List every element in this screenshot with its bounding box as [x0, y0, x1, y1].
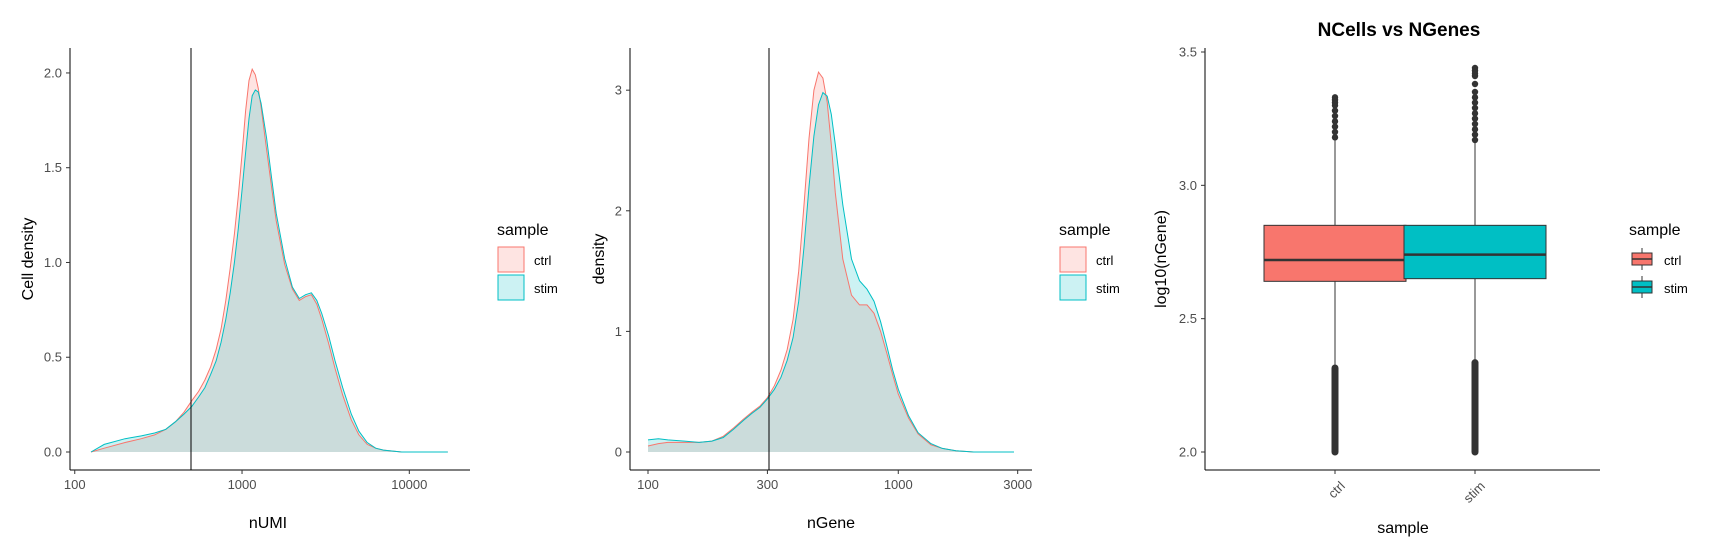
box-stim-outlier — [1471, 99, 1479, 106]
ngene-y-tick-label: 3 — [615, 83, 622, 98]
boxplot-legend: sample ctrl stim — [1629, 222, 1688, 298]
ngene-y-axis-title: density — [591, 234, 608, 285]
numi-x-tick-label: 1000 — [228, 477, 257, 492]
numi-legend-label-stim: stim — [534, 281, 558, 296]
ngene-density-chart: 100 300 1000 3000 0 1 2 3 nGene density sample … — [591, 48, 1120, 532]
boxplot-legend-key-ctrl — [1631, 248, 1653, 270]
ngene-legend-key-stim — [1059, 274, 1087, 301]
box-ctrl-outlier — [1331, 107, 1339, 114]
ngene-y-tick-label: 0 — [615, 445, 622, 460]
ngene-legend-key-ctrl — [1059, 246, 1087, 273]
numi-legend-label-ctrl: ctrl — [534, 253, 551, 268]
boxplot-legend-key-stim — [1631, 276, 1653, 298]
numi-y-tick-label: 0.5 — [44, 350, 62, 365]
numi-legend-key-stim — [497, 274, 525, 301]
box-stim-outlier — [1471, 104, 1479, 112]
numi-legend-key-ctrl — [497, 246, 525, 273]
boxplot-x-tick-label: stim — [1460, 478, 1487, 505]
numi-legend-title: sample — [497, 222, 549, 239]
box-stim-outlier — [1471, 126, 1479, 133]
box-stim-outlier — [1471, 64, 1479, 72]
box-stim-outlier — [1471, 94, 1479, 101]
box-stim-outlier — [1471, 131, 1479, 138]
ngene-legend-label-stim: stim — [1096, 281, 1120, 296]
ngene-legend-label-ctrl: ctrl — [1096, 253, 1113, 268]
ngene-density-area-ctrl — [648, 72, 1014, 452]
ngene-density-series — [647, 70, 1014, 453]
numi-y-tick-label: 2.0 — [44, 65, 62, 80]
boxplot-legend-title: sample — [1629, 222, 1681, 239]
boxplot-y-tick-label: 2.0 — [1179, 445, 1197, 460]
numi-density-line-stim — [90, 89, 448, 453]
boxplot-x-tick-label: ctrl — [1325, 478, 1348, 501]
boxplot-legend-label-stim: stim — [1664, 281, 1688, 296]
ngene-x-tick-label: 1000 — [884, 477, 913, 492]
numi-x-tick-label: 10000 — [391, 477, 427, 492]
box-ctrl-iqr — [1263, 224, 1407, 282]
boxplot-y-axis-title: log10(nGene) — [1153, 210, 1170, 308]
numi-y-tick-label: 1.0 — [44, 255, 62, 270]
numi-density-area-ctrl — [91, 69, 448, 452]
box-stim-outlier — [1471, 110, 1479, 117]
numi-density-chart: 100 1000 10000 0.0 0.5 1.0 1.5 2.0 nUMI Cell de… — [20, 48, 558, 532]
boxplot-y-tick-label: 3.5 — [1179, 45, 1197, 60]
boxplot-y-tick-label: 2.5 — [1179, 311, 1197, 326]
box-ctrl-outlier — [1331, 94, 1339, 101]
numi-legend: sample ctrl stim — [497, 222, 558, 301]
box-ctrl-outlier — [1331, 112, 1339, 120]
ngenes-boxplot-chart: NCells vs NGenes 2.0 2.5 3.0 3.5 ctrl stim sa… — [1153, 20, 1688, 537]
ngene-x-tick-label: 100 — [637, 477, 659, 492]
box-stim — [1403, 64, 1547, 456]
numi-x-axis-title: nUMI — [249, 515, 287, 532]
box-stim-outlier — [1471, 80, 1479, 88]
numi-x-tick-label: 100 — [64, 477, 86, 492]
box-ctrl-outlier — [1331, 128, 1339, 136]
numi-density-line-ctrl — [90, 67, 448, 453]
ngene-x-tick-label: 3000 — [1003, 477, 1032, 492]
boxplot-boxes — [1263, 64, 1547, 456]
box-stim-outlier — [1471, 120, 1479, 128]
ngene-x-axis-title: nGene — [807, 515, 855, 532]
numi-y-tick-label: 1.5 — [44, 160, 62, 175]
boxplot-x-axis-title: sample — [1377, 520, 1429, 537]
ngene-ticks: 100 300 1000 3000 0 1 2 3 — [615, 83, 1032, 492]
ngene-legend: sample ctrl stim — [1059, 222, 1120, 301]
numi-y-axis-title: Cell density — [20, 218, 37, 301]
box-ctrl — [1263, 94, 1407, 456]
boxplot-title: NCells vs NGenes — [1318, 20, 1481, 41]
boxplot-y-tick-label: 3.0 — [1179, 178, 1197, 193]
ngene-density-line-stim — [647, 91, 1014, 453]
boxplot-legend-label-ctrl: ctrl — [1664, 253, 1681, 268]
box-ctrl-outlier — [1331, 118, 1339, 125]
box-stim-iqr — [1403, 224, 1547, 280]
box-stim-outlier — [1471, 115, 1479, 122]
ngene-y-tick-label: 2 — [615, 203, 622, 218]
numi-density-area-stim — [91, 90, 448, 452]
box-stim-outlier — [1471, 88, 1479, 96]
ngene-density-area-stim — [648, 92, 1014, 452]
numi-y-tick-label: 0.0 — [44, 445, 62, 460]
numi-density-series — [90, 67, 448, 453]
box-ctrl-outlier — [1331, 123, 1339, 130]
ngene-density-line-ctrl — [647, 70, 1014, 453]
numi-ticks: 100 1000 10000 0.0 0.5 1.0 1.5 2.0 — [44, 65, 427, 492]
ngene-legend-title: sample — [1059, 222, 1111, 239]
box-ctrl-outlier — [1331, 134, 1339, 141]
box-stim-outlier — [1471, 136, 1479, 144]
ngene-y-tick-label: 1 — [615, 324, 622, 339]
ngene-x-tick-label: 300 — [757, 477, 779, 492]
